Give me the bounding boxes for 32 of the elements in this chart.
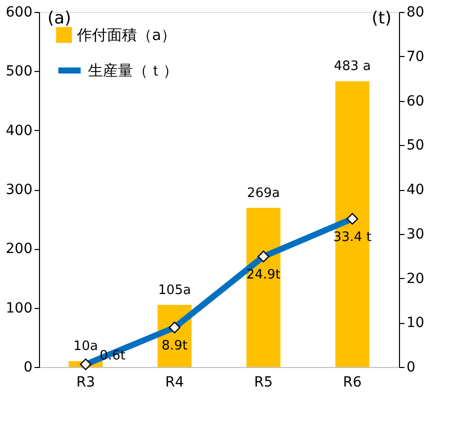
y2-tick-label: 70 [406, 48, 424, 65]
y2-tick-label: 0 [406, 360, 416, 376]
x-tick-label: R3 [76, 374, 95, 390]
y-axis-title: (a) [48, 8, 72, 28]
x-tick-label: R4 [165, 374, 184, 390]
y-tick-label: 500 [6, 64, 32, 80]
x-tick-label: R6 [343, 374, 362, 390]
y2-tick-label: 30 [406, 226, 424, 242]
y2-tick-label: 40 [406, 182, 424, 198]
y2-tick-label: 50 [406, 138, 424, 154]
bar [246, 208, 280, 367]
y-tick-label: 100 [6, 300, 32, 316]
y-tick-label: 300 [6, 182, 32, 198]
y2-tick-label: 80 [406, 4, 424, 20]
y-tick-label: 0 [24, 360, 32, 376]
data-label: 8.9t [162, 338, 188, 354]
data-label: 105a [158, 282, 191, 298]
y-tick-label: 200 [6, 241, 32, 258]
data-label: 24.9t [246, 268, 280, 283]
legend-label: 作付面積（a） [76, 26, 176, 44]
bar [335, 81, 370, 367]
y-tick-label: 600 [6, 4, 32, 20]
x-tick-label: R5 [254, 374, 273, 390]
data-label: 10a [73, 339, 98, 354]
data-label: 483 a [334, 59, 371, 74]
legend-label: 生産量（ｔ） [88, 62, 178, 80]
y2-tick-label: 10 [406, 315, 424, 332]
y-tick-label: 400 [6, 122, 32, 139]
y2-tick-label: 60 [406, 93, 424, 110]
y2-tick-label: 20 [406, 270, 424, 287]
data-label: 269a [247, 186, 280, 201]
y2-axis-title: (t) [372, 8, 392, 28]
